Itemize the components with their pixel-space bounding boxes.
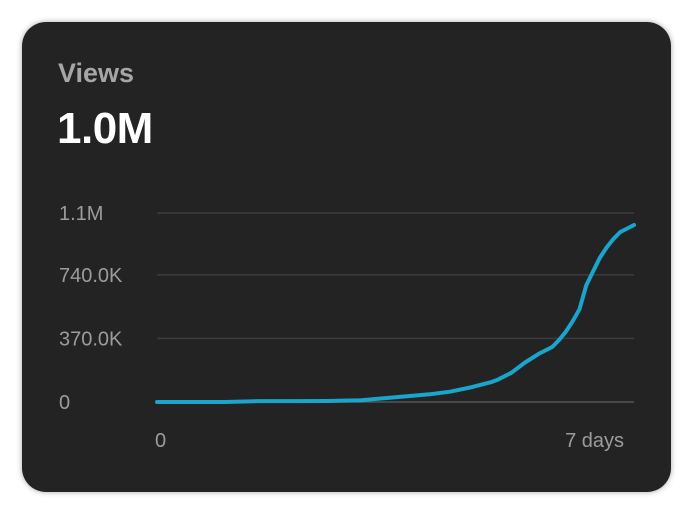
x-tick-label: 0: [155, 430, 166, 452]
series-line-views: [155, 223, 636, 404]
series-layer: [155, 223, 636, 404]
y-tick-label: 370.0K: [59, 328, 123, 350]
x-tick-labels: 0 7 days: [155, 430, 624, 452]
y-tick-label: 1.1M: [59, 203, 103, 225]
y-tick-label: 740.0K: [59, 265, 123, 287]
card-value: 1.0M: [57, 104, 153, 153]
views-card: Views 1.0M 0 370.0K 740.0K 1.1M 0 7 days: [22, 22, 671, 492]
grid-layer: [157, 212, 634, 403]
y-tick-labels: 0 370.0K 740.0K 1.1M: [59, 203, 123, 414]
x-tick-label: 7 days: [565, 430, 624, 452]
card-title: Views: [58, 58, 135, 88]
views-line-chart: 0 370.0K 740.0K 1.1M 0 7 days: [59, 203, 636, 452]
y-tick-label: 0: [59, 392, 70, 414]
